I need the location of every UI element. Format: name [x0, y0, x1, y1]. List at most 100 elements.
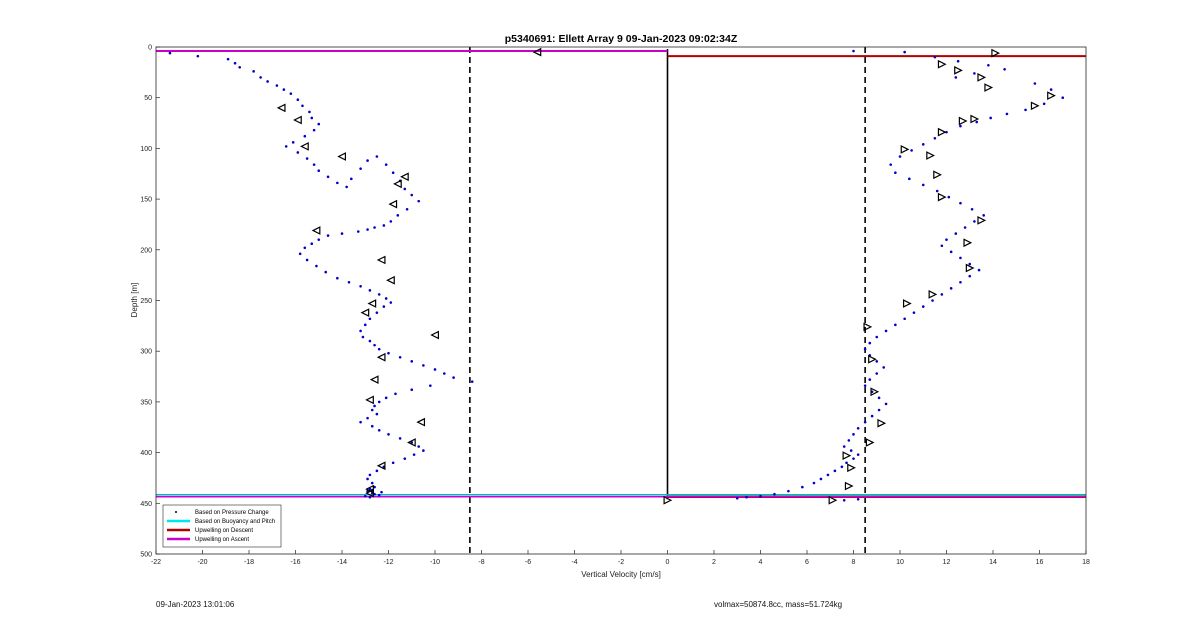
pressure-point — [373, 404, 376, 408]
pressure-point — [819, 477, 823, 481]
buoyancy-marker — [393, 179, 402, 189]
pressure-point — [882, 366, 886, 369]
pressure-point — [759, 494, 762, 498]
y-tick-label: 200 — [140, 247, 152, 254]
buoyancy-marker — [663, 495, 673, 505]
pressure-point — [417, 445, 421, 448]
x-tick-label: -8 — [478, 559, 484, 566]
pressure-point — [303, 134, 307, 138]
buoyancy-marker — [870, 387, 880, 397]
pressure-point — [949, 250, 953, 254]
pressure-point — [363, 494, 367, 498]
y-tick-label: 150 — [140, 197, 152, 204]
pressure-point — [410, 388, 414, 392]
pressure-point — [196, 54, 200, 58]
pressure-point — [317, 122, 321, 126]
pressure-point — [884, 402, 888, 406]
pressure-point — [373, 226, 376, 229]
pressure-point — [940, 244, 944, 248]
buoyancy-marker — [977, 216, 987, 225]
buoyancy-marker — [532, 47, 542, 57]
pressure-point — [368, 487, 372, 491]
x-tick-label: -4 — [571, 559, 577, 566]
pressure-point — [361, 335, 365, 339]
legend-label-buoyancy: Based on Buoyancy and Pitch — [195, 519, 275, 525]
pressure-point — [870, 414, 874, 418]
legend-label-descent: Upwelling on Descent — [195, 528, 253, 534]
pressure-point — [326, 175, 330, 179]
pressure-point — [863, 384, 867, 387]
pressure-point — [389, 220, 393, 223]
buoyancy-marker — [863, 322, 873, 332]
pressure-point — [889, 163, 892, 166]
buoyancy-marker — [376, 352, 386, 362]
pressure-point — [935, 189, 939, 193]
buoyancy-marker — [400, 172, 409, 182]
pressure-point — [377, 293, 381, 296]
y-tick-label: 250 — [140, 298, 152, 305]
pressure-point — [856, 426, 860, 430]
buoyancy-marker — [991, 48, 1001, 58]
buoyancy-marker — [958, 116, 968, 126]
pressure-point — [391, 461, 395, 465]
pressure-point — [289, 92, 293, 95]
footer-specs: volmax=50874.8cc, mass=51.724kg — [714, 600, 843, 609]
x-tick-label: -14 — [337, 559, 347, 566]
pressure-point — [945, 238, 948, 241]
pressure-point — [345, 185, 348, 189]
buoyancy-marker — [416, 417, 426, 427]
buoyancy-marker — [386, 275, 395, 285]
pressure-point — [377, 428, 381, 432]
pressure-point — [970, 207, 974, 211]
pressure-point — [931, 299, 934, 302]
buoyancy-marker — [937, 192, 947, 202]
x-tick-label: 10 — [896, 559, 904, 566]
pressure-point — [366, 416, 369, 420]
pressure-point — [863, 420, 867, 424]
pressure-point — [963, 226, 967, 229]
pressure-point — [373, 343, 376, 347]
pressure-point — [238, 65, 241, 69]
legend-label-ascent: Upwelling on Ascent — [195, 537, 249, 543]
pressure-point — [368, 317, 372, 321]
y-axis-ticks: 0 50 100 150 200 250 300 350 400 450 500 — [140, 45, 160, 559]
pressure-point — [380, 490, 383, 494]
pressure-point — [773, 492, 776, 496]
x-tick-label: 4 — [759, 559, 763, 566]
pressure-point — [849, 449, 853, 452]
chart-title: p5340691: Ellett Array 9 09-Jan-2023 09:… — [505, 33, 738, 45]
pressure-point — [284, 145, 288, 148]
pressure-point — [359, 329, 362, 333]
pressure-point — [282, 88, 286, 91]
x-tick-label: 8 — [852, 559, 856, 566]
pressure-point — [296, 98, 300, 102]
pressure-point — [317, 169, 321, 173]
pressure-point — [301, 104, 304, 108]
pressure-point — [310, 116, 314, 120]
pressure-point — [375, 469, 379, 473]
pressure-point — [884, 329, 888, 333]
pressure-point — [377, 347, 381, 351]
pressure-point — [845, 461, 848, 465]
pressure-point — [989, 116, 992, 120]
pressure-point — [968, 262, 972, 266]
pressure-point — [410, 441, 414, 444]
pressure-point — [875, 360, 879, 363]
pressure-point — [359, 285, 362, 288]
pressure-point — [987, 63, 990, 67]
pressure-point — [826, 473, 830, 477]
pressure-point — [912, 311, 916, 314]
footer-timestamp: 09-Jan-2023 13:01:06 — [156, 600, 235, 609]
pressure-point — [422, 364, 425, 367]
buoyancy-marker — [844, 481, 854, 491]
pressure-point — [894, 171, 897, 175]
pressure-point — [852, 49, 855, 53]
buoyancy-marker — [293, 115, 302, 125]
x-tick-label: -2 — [618, 559, 624, 566]
pressure-point — [382, 224, 386, 227]
pressure-point — [391, 171, 395, 175]
pressure-point — [735, 496, 739, 500]
y-axis-label: Depth [m] — [130, 283, 139, 318]
buoyancy-marker — [276, 103, 286, 113]
pressure-point — [422, 449, 425, 452]
